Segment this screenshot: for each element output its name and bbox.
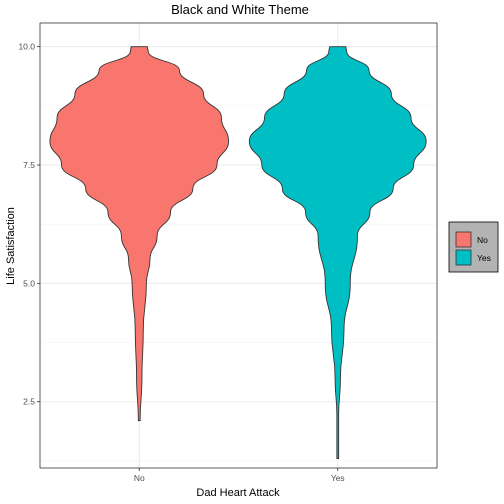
- x-tick-label: No: [134, 473, 145, 483]
- legend-label-no: No: [477, 235, 488, 245]
- x-tick-label: Yes: [331, 473, 345, 483]
- y-axis-title: Life Satisfaction: [5, 207, 17, 285]
- plot-border: [39, 22, 438, 469]
- x-axis-title: Dad Heart Attack: [196, 487, 280, 499]
- violins: [49, 46, 427, 459]
- legend-key-yes: [455, 249, 472, 266]
- legend: No Yes: [448, 221, 499, 273]
- chart-title: Black and White Theme: [171, 2, 309, 17]
- x-axis: No Yes: [134, 468, 345, 483]
- legend-key-no: [455, 231, 472, 248]
- y-tick-label: 7.5: [23, 160, 35, 170]
- y-tick-label: 10.0: [18, 42, 35, 52]
- y-tick-label: 5.0: [23, 278, 35, 288]
- y-axis: 2.5 5.0 7.5 10.0: [18, 42, 40, 407]
- violin-no: [49, 46, 230, 422]
- violin-yes: [248, 46, 427, 459]
- legend-label-yes: Yes: [477, 253, 491, 263]
- y-tick-label: 2.5: [23, 397, 35, 407]
